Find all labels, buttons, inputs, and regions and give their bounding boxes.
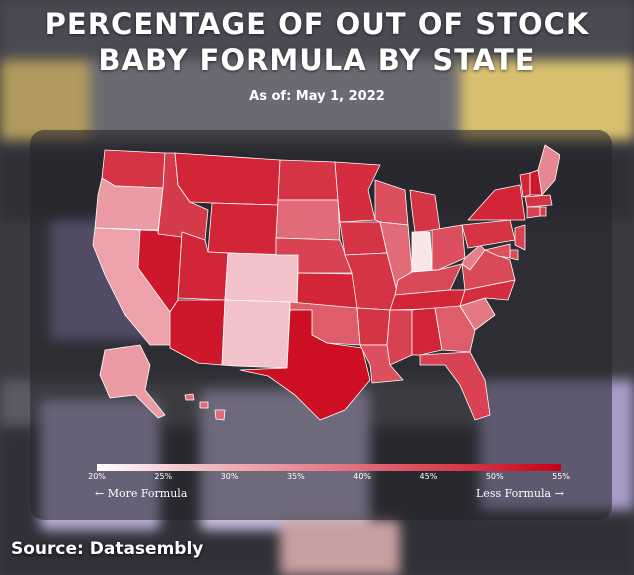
state-wi <box>374 179 409 226</box>
state-wv <box>461 244 486 271</box>
legend-tick: 55% <box>552 472 570 481</box>
state-ma <box>524 194 553 208</box>
state-al <box>411 307 443 356</box>
state-ak <box>99 344 166 419</box>
legend-tick: 40% <box>353 472 372 481</box>
legend-tick: 35% <box>286 472 305 481</box>
title-line-2: BABY FORMULA BY STATE <box>98 43 536 77</box>
state-nd <box>277 159 339 201</box>
state-in <box>411 231 433 273</box>
source-credit: Source: Datasembly <box>11 539 204 559</box>
state-az <box>169 299 226 366</box>
state-ar <box>356 307 391 346</box>
chart-title: PERCENTAGE OF OUT OF STOCK BABY FORMULA … <box>0 6 634 78</box>
more-formula-text: More Formula <box>107 487 188 500</box>
state-nj <box>514 224 526 251</box>
state-sd <box>275 199 341 241</box>
state-ga <box>434 305 476 353</box>
state-mt <box>174 152 281 206</box>
state-ms <box>386 309 413 366</box>
state-mn <box>334 161 381 223</box>
less-formula-label: Less Formula → <box>476 487 564 500</box>
right-arrow-icon: → <box>554 487 564 500</box>
legend-color-bar <box>97 464 561 471</box>
as-of-date: As of: May 1, 2022 <box>249 89 385 104</box>
legend-tick: 20% <box>88 472 106 481</box>
state-md <box>484 243 511 259</box>
state-ny <box>467 184 526 221</box>
state-wa <box>101 149 166 189</box>
state-wy <box>207 202 279 256</box>
state-pa <box>461 219 516 249</box>
title-line-1: PERCENTAGE OF OUT OF STOCK <box>44 7 590 41</box>
left-arrow-icon: ← <box>95 487 105 500</box>
more-formula-label: ← More Formula <box>95 487 187 500</box>
state-tx <box>239 309 371 421</box>
state-ia <box>339 221 388 256</box>
state-me <box>537 144 560 196</box>
state-hi <box>184 393 226 421</box>
state-or <box>94 177 164 231</box>
legend-tick: 30% <box>220 472 239 481</box>
state-de <box>509 249 519 261</box>
state-mi <box>409 189 441 233</box>
legend-ticks: 20% 25% 30% 35% 40% 45% 50% 55% <box>88 472 570 486</box>
legend-tick: 50% <box>485 472 504 481</box>
legend-tick: 25% <box>154 472 173 481</box>
state-co <box>224 252 299 304</box>
state-oh <box>431 224 466 271</box>
legend-tick: 45% <box>419 472 438 481</box>
state-ks <box>296 272 358 309</box>
state-ri <box>539 206 547 217</box>
state-ct <box>526 206 541 219</box>
less-formula-text: Less Formula <box>476 487 552 500</box>
state-fl <box>419 351 491 421</box>
us-state-map <box>92 144 560 421</box>
state-nm <box>221 299 291 369</box>
